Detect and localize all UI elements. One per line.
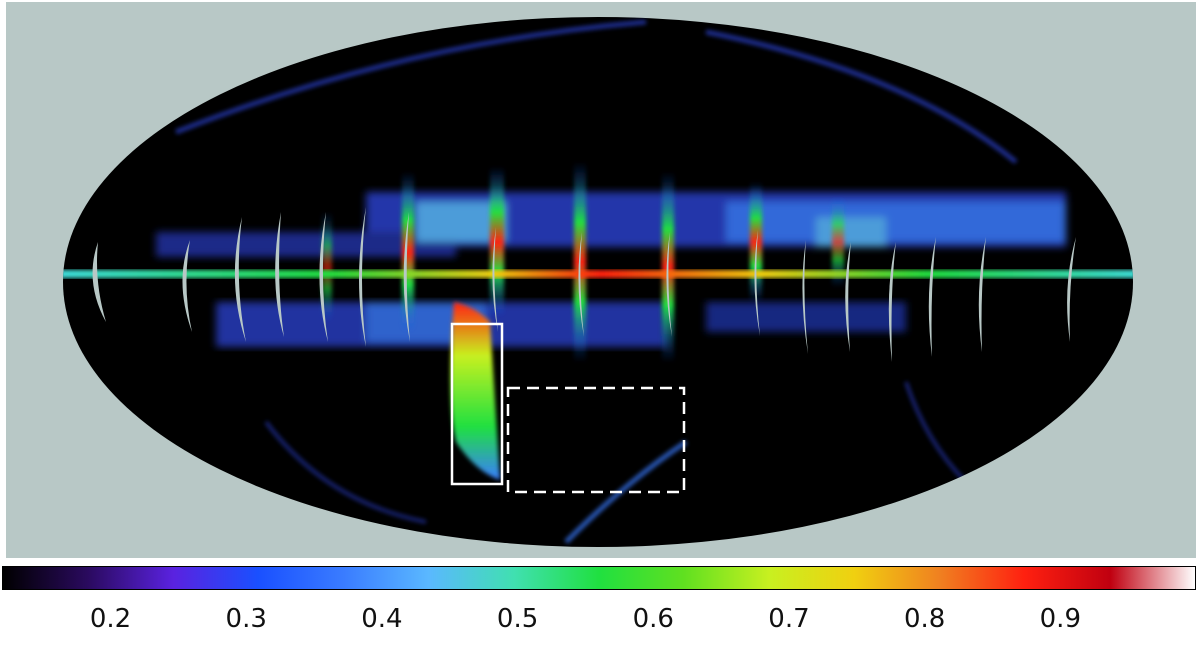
colorbar-tick-label: 0.5 [496, 604, 539, 634]
emission-layer [63, 19, 1133, 544]
faint-arcs [175, 19, 1018, 544]
colorbar-tick-label: 0.7 [768, 604, 810, 634]
dashed-region-box [506, 386, 686, 494]
colorbar-tick-label: 0.9 [1039, 604, 1081, 634]
solid-region-box [450, 322, 504, 486]
colorbar-tick-label: 0.3 [225, 604, 267, 634]
colorbar [2, 566, 1196, 590]
colorbar-tick-label: 0.8 [903, 604, 946, 634]
emission-plume [450, 302, 500, 480]
colorbar-tick-label: 0.2 [89, 604, 132, 634]
galactic-plane [63, 270, 1133, 278]
sky-ellipse [63, 17, 1133, 547]
diffuse-band-lower [216, 302, 906, 347]
mollweide-sky-map [63, 17, 1133, 547]
colorbar-tick-label: 0.6 [632, 604, 674, 634]
colorbar-tick-label: 0.4 [361, 604, 403, 634]
sky-map-panel [6, 2, 1196, 558]
data-gaps [92, 207, 1076, 362]
